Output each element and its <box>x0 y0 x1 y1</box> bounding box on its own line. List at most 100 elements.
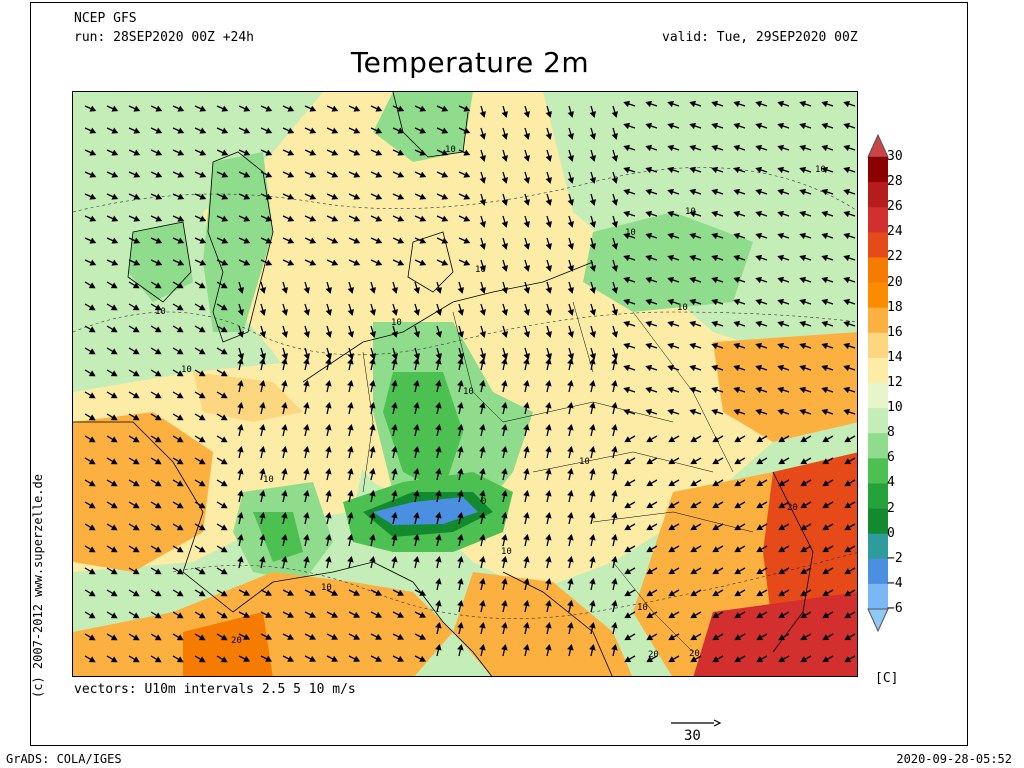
wind-arrow-head <box>441 127 449 134</box>
wind-arrow-head <box>645 408 653 416</box>
wind-arrow-head <box>523 445 530 453</box>
wind-arrow-head <box>479 577 486 585</box>
wind-arrow-head <box>111 149 119 156</box>
wind-arrow-head <box>799 166 807 174</box>
wind-arrow-head <box>844 590 852 597</box>
wind-arrow-head <box>589 331 596 338</box>
wind-arrow-head <box>733 188 741 196</box>
wind-arrow-head <box>435 643 442 651</box>
isotherm-label: 10 <box>263 475 274 485</box>
wind-arrow-head <box>281 489 288 497</box>
wind-arrow-head <box>309 215 317 222</box>
wind-arrow-head <box>822 634 830 641</box>
wind-arrow-head <box>391 467 398 475</box>
wind-arrow-head <box>309 655 317 662</box>
wind-arrow-head <box>734 612 742 619</box>
wind-arrow-head <box>646 436 654 443</box>
wind-arrow-head <box>110 304 118 311</box>
wind-arrow-head <box>667 408 675 416</box>
wind-arrow-head <box>413 467 420 475</box>
wind-arrow-head <box>413 357 420 365</box>
wind-arrow-head <box>611 243 618 250</box>
wind-arrow-head <box>457 467 464 475</box>
wind-arrow-head <box>198 612 206 619</box>
wind-arrow-head <box>545 577 552 585</box>
wind-arrow-head <box>111 193 119 200</box>
isotherm-label: 10 <box>625 228 636 238</box>
wind-arrow-head <box>259 489 266 497</box>
wind-arrow-head <box>624 480 632 487</box>
map-canvas: 10 10 10 10 10 10 10 10 10 10 10 10 10 1… <box>73 92 857 676</box>
wind-arrow-head <box>132 612 140 619</box>
wind-arrow-head <box>711 386 719 394</box>
wind-arrow-head <box>441 171 449 178</box>
cool-zone-ireland <box>128 222 193 302</box>
wind-arrow-head <box>667 276 675 284</box>
wind-arrow-head <box>778 546 786 553</box>
wind-arrow-head <box>176 612 184 619</box>
wind-arrow-head <box>843 342 851 350</box>
wind-arrow-head <box>303 423 310 431</box>
wind-arrow-head <box>199 237 207 244</box>
wind-arrow-head <box>734 458 742 465</box>
wind-arrow-head <box>567 357 574 365</box>
wind-arrow-head <box>110 458 118 465</box>
wind-arrow-head <box>176 304 184 311</box>
colorbar-tick-label: 24 <box>887 224 903 240</box>
wind-arrow-head <box>303 331 310 338</box>
wind-arrow-head <box>441 237 449 244</box>
wind-arrow-head <box>413 445 420 453</box>
wind-arrow-head <box>479 265 486 272</box>
wind-arrow-head <box>220 524 228 531</box>
wind-arrow-head <box>259 379 266 387</box>
wind-arrow-head <box>353 611 361 618</box>
wind-arrow-head <box>413 511 420 519</box>
wind-arrow-head <box>799 386 807 394</box>
isotherm-label: 10 <box>685 207 696 217</box>
wind-arrow-head <box>501 155 508 162</box>
wind-arrow-head <box>645 320 653 328</box>
wind-arrow-head <box>611 379 618 387</box>
wind-arrow-head <box>198 656 206 663</box>
colorbar-tick-label: 18 <box>887 299 903 315</box>
wind-arrow-head <box>733 276 741 284</box>
wind-arrow-head <box>501 401 508 409</box>
wind-arrow-head <box>755 100 763 108</box>
wind-arrow-head <box>756 612 764 619</box>
wind-arrow-head <box>821 100 829 108</box>
wind-arrow-head <box>589 111 596 118</box>
wind-arrow-head <box>89 193 97 200</box>
wind-arrow-head <box>265 105 273 112</box>
wind-arrow-head <box>667 188 675 196</box>
wind-arrow-head <box>281 467 288 475</box>
wind-arrow-head <box>419 611 427 618</box>
wind-arrow-head <box>154 282 162 289</box>
wind-arrow-head <box>523 265 530 272</box>
wind-arrow-head <box>413 401 420 409</box>
wind-arrow-head <box>545 555 552 563</box>
wind-arrow-head <box>777 232 785 240</box>
wind-arrow-head <box>822 568 830 575</box>
wind-arrow-head <box>463 127 471 134</box>
wind-arrow-head <box>778 568 786 575</box>
wind-arrow-head <box>198 326 206 333</box>
wind-arrow-head <box>237 467 244 475</box>
wind-arrow-head <box>479 243 486 250</box>
wind-arrow-head <box>331 611 339 618</box>
wind-arrow-head <box>800 458 808 465</box>
wind-arrow-head <box>457 287 464 294</box>
wind-arrow-head <box>479 133 486 140</box>
wind-arrow-head <box>646 634 654 641</box>
wind-arrow-head <box>501 199 508 206</box>
wind-arrow-head <box>435 555 442 563</box>
wind-arrow-head <box>734 502 742 509</box>
wind-arrow-head <box>220 568 228 575</box>
wind-arrow-head <box>309 633 317 640</box>
wind-arrow-head <box>843 144 851 152</box>
wind-arrow-head <box>347 379 354 387</box>
wind-arrow-head <box>712 656 720 663</box>
wind-arrow-head <box>645 144 653 152</box>
wind-arrow-head <box>110 656 118 663</box>
wind-arrow-head <box>589 445 596 453</box>
wind-arrow-head <box>624 458 632 465</box>
